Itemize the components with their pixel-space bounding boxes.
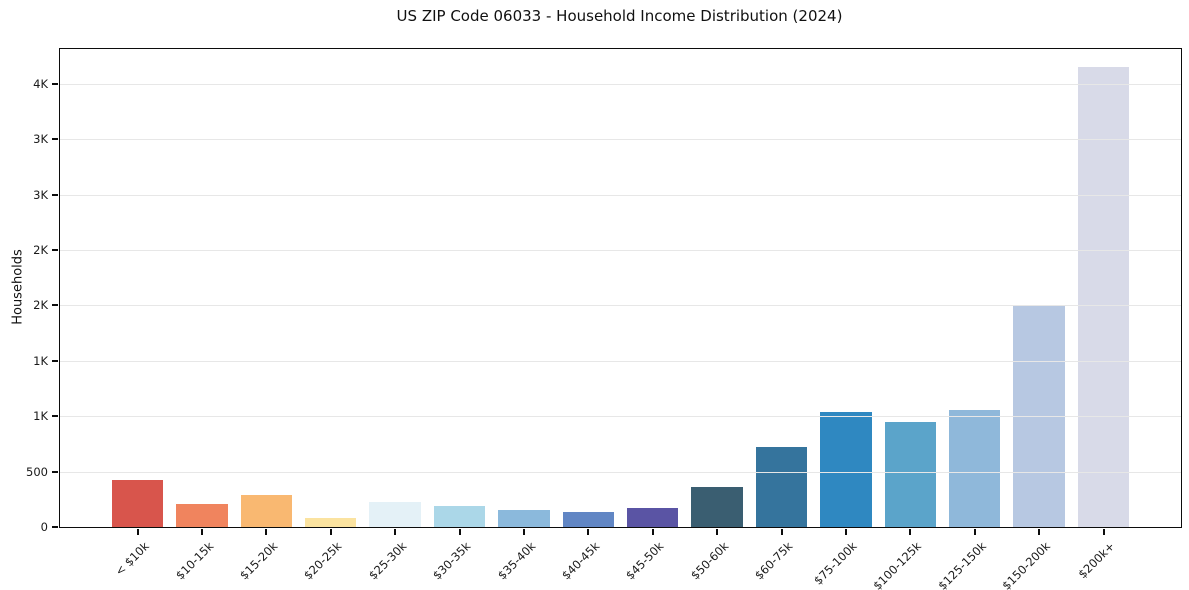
x-tick-label: $15-20k (236, 539, 281, 583)
y-tick-mark (52, 248, 58, 251)
bar (304, 517, 357, 527)
x-tick-mark (136, 529, 139, 535)
bar (498, 509, 550, 527)
bar (948, 409, 1001, 527)
x-tick-mark (1102, 529, 1105, 535)
x-tick-mark (909, 529, 912, 535)
x-tick-label: $200k+ (1075, 539, 1118, 582)
x-tick-label: $30-35k (429, 539, 474, 583)
bar (820, 411, 872, 527)
x-tick-mark (265, 529, 268, 535)
y-tick-mark (52, 193, 58, 196)
chart-title: US ZIP Code 06033 - Household Income Dis… (396, 7, 843, 25)
y-tick-mark (52, 304, 58, 307)
y-tick-mark (52, 470, 58, 473)
bar (111, 480, 164, 527)
y-tick-mark (52, 138, 58, 141)
y-tick-mark (52, 415, 58, 418)
x-tick-label: $50-60k (687, 539, 732, 583)
gridline (60, 305, 1181, 307)
x-tick-mark (1038, 529, 1041, 535)
x-tick-label: $40-45k (558, 539, 603, 583)
y-tick-label: 1K (33, 409, 48, 424)
x-tick-mark (458, 529, 461, 535)
bar (626, 507, 679, 527)
x-tick-label: $10-15k (172, 539, 216, 583)
plot-area: 0 500 1K 1K 2K 2K 3K 3K 4K < $10k $10-15k $15-20k $2… (26, 48, 1182, 590)
x-tick-label: < $10k (111, 539, 152, 579)
x-tick-mark (973, 529, 976, 535)
x-tick-mark (651, 529, 654, 535)
y-axis-label: Households (10, 249, 26, 325)
gridline (60, 83, 1181, 85)
y-tick-label: 2K (33, 242, 48, 257)
y-tick-mark (52, 359, 58, 362)
x-tick-label: $60-75k (751, 539, 796, 583)
gridline (60, 249, 1181, 251)
x-tick-mark (329, 529, 332, 535)
x-tick-mark (200, 529, 203, 535)
x-tick-label: $75-100k (811, 539, 860, 588)
x-tick-mark (716, 529, 719, 535)
y-tick-label: 0 (40, 520, 48, 534)
y-tick-label: 2K (33, 298, 48, 313)
y-tick-label: 1K (33, 353, 48, 368)
x-tick-label: $45-50k (623, 539, 667, 583)
x-tick-label: $100-125k (870, 539, 925, 590)
y-tick-label: 4K (33, 76, 48, 91)
y-tick-mark (52, 82, 58, 85)
gridline (60, 471, 1181, 473)
bar (433, 505, 486, 527)
bar (755, 447, 808, 527)
bar (240, 495, 293, 527)
bar (1077, 67, 1130, 527)
gridline (60, 416, 1181, 418)
x-tick-mark (780, 529, 783, 535)
x-tick-label: $150-200k (999, 539, 1054, 590)
x-tick-label: $35-40k (494, 539, 538, 583)
x-tick-mark (587, 529, 590, 535)
x-tick-mark (844, 529, 847, 535)
x-tick-label: $125-150k (934, 539, 989, 590)
x-tick-label: $20-25k (301, 539, 345, 583)
x-tick-mark (522, 529, 525, 535)
bar (562, 511, 615, 527)
gridline (60, 360, 1181, 362)
x-tick-label: $25-30k (365, 539, 410, 583)
gridline (60, 139, 1181, 141)
gridline (60, 194, 1181, 196)
bar (884, 421, 937, 527)
x-tick-mark (394, 529, 397, 535)
y-tick-label: 500 (26, 464, 48, 479)
y-tick-mark (52, 526, 58, 528)
bar (176, 503, 228, 527)
y-tick-label: 3K (33, 132, 48, 147)
bar (369, 501, 421, 527)
y-tick-label: 3K (33, 187, 48, 202)
bar (691, 487, 743, 527)
